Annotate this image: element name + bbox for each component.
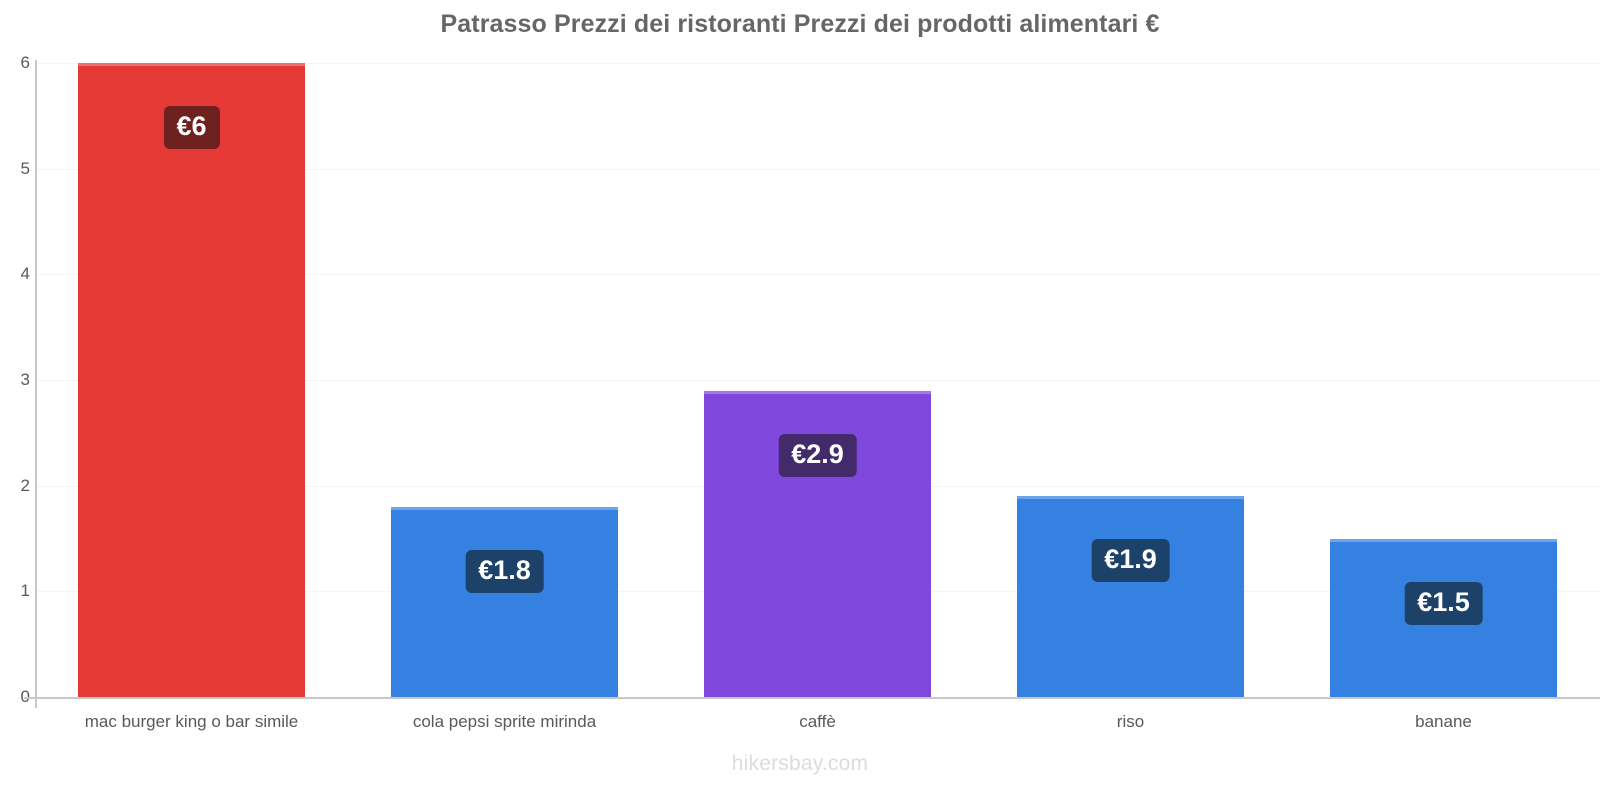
chart-title: Patrasso Prezzi dei ristoranti Prezzi de… [440,10,1160,38]
y-axis-tick-labels: 0 1 2 3 4 5 6 [0,0,30,800]
x-axis-tick-label: caffè [799,712,836,731]
plot-area: €6 €1.8 €2.9 €1.9 €1.5 [35,63,1600,698]
gridline [35,63,1600,64]
bar-value-label: €2.9 [778,433,857,477]
y-axis-tick-label: 0 [4,688,30,705]
bar[interactable] [1330,538,1557,697]
gridline [35,274,1600,276]
x-axis-tick-label: banane [1415,712,1472,731]
gridline [35,168,1600,170]
bar-value-label: €1.9 [1091,539,1170,583]
gridline [35,380,1600,381]
x-axis-tick-label: mac burger king o bar simile [84,712,299,731]
y-axis-tick-label: 4 [20,264,30,284]
x-axis-tick-label: riso [1116,712,1145,731]
y-axis-tick-label: 3 [20,370,30,389]
y-axis-tick-label: 2 [20,475,30,495]
x-axis-tick-label: cola pepsi sprite mirinda [412,712,597,731]
bar[interactable] [391,506,618,697]
bar[interactable] [1017,496,1244,697]
x-axis-line [24,697,1600,699]
y-axis-line [35,60,37,708]
bar-value-label: €1.5 [1404,581,1483,625]
y-axis-tick-label: 6 [20,53,30,72]
watermark-label: hikersbay.com [731,752,869,775]
bar-value-label: €6 [163,106,220,149]
y-axis-tick-label: 1 [20,581,30,601]
bar-value-label: €1.8 [465,549,544,593]
y-axis-tick-label: 5 [20,158,30,178]
bar[interactable] [78,63,305,697]
